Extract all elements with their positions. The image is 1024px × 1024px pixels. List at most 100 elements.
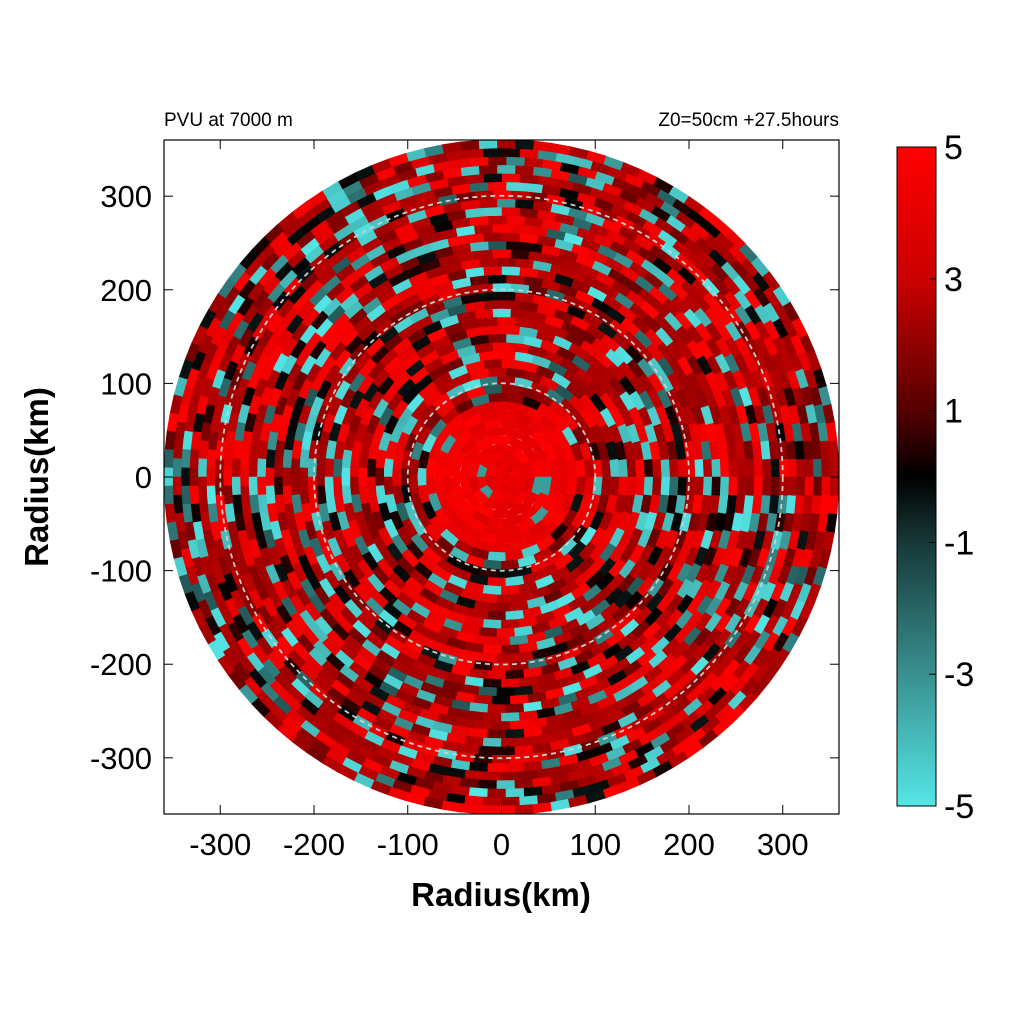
pv-cell-1208 [501,231,521,242]
pv-cell-1127 [487,240,507,250]
pv-cell-594 [332,458,343,478]
pv-cell-746 [677,476,688,496]
pv-cell-1633 [770,476,781,496]
pv-cell-320 [609,476,620,496]
pv-cell-1858 [501,172,521,183]
pv-cell-271 [487,577,507,587]
pv-cell-104 [496,409,516,420]
y-axis-title: Radius(km) [18,387,55,567]
pv-cell-1314 [248,458,258,478]
pv-cell-2324 [164,503,176,524]
pv-cell-653 [323,458,335,478]
pv-cell-2071 [487,156,507,166]
pv-cell-2321 [164,449,174,469]
pv-cell-847 [298,467,308,487]
pv-cell-1731 [779,476,789,496]
pv-cell-623 [660,476,671,496]
pv-cell-683 [668,476,680,496]
pv-cell-1293 [491,223,512,233]
pv-cell-731 [496,653,516,663]
pv-cell-1168 [505,703,525,714]
reference-circle-300 [219,194,784,760]
pv-cell-899 [501,265,521,276]
pv-cell-1493 [231,476,241,496]
pv-field [164,140,839,814]
pv-cell-1732 [787,458,798,478]
pv-cell-2126 [505,788,525,798]
pv-cell-639 [482,299,502,310]
pv-cell-342 [375,467,384,487]
pv-cell-2099 [180,485,191,506]
pv-cell-1706 [473,753,493,765]
reference-circle-100 [406,382,597,572]
pv-cell-780 [307,476,318,496]
pv-cell-1147 [265,467,275,487]
y-tick-label: -300 [90,741,152,776]
pv-cell-1425 [505,728,525,739]
pv-cell-459 [643,458,654,478]
pv-cell-472 [482,324,502,335]
pv-cell-654 [323,476,335,496]
pv-cell-155 [487,392,507,403]
pv-cell-1707 [491,755,512,764]
pv-cell-668 [482,644,502,655]
pv-cell-363 [618,476,629,496]
reference-circle-200 [313,288,690,666]
pv-cell-566 [660,458,671,478]
pv-cell-498 [501,619,521,630]
pv-cell-1106 [719,476,730,496]
pv-cell-375 [491,342,512,351]
pv-cell-1424 [487,729,507,739]
pv-cell-1009 [478,686,498,697]
pv-cell-1167 [487,704,507,714]
pv-cell-2017 [496,780,516,790]
pv-cell-410 [635,458,646,478]
pv-cell-638 [501,299,521,310]
pv-cell-1315 [248,476,258,496]
pv-cell-715 [315,467,325,487]
pv-cell-2379 [829,476,839,496]
pv-cell-881 [694,476,705,496]
pv-cell-1107 [728,458,739,478]
pv-cell-1937 [804,458,815,478]
pv-cell-1781 [205,449,217,469]
pv-cell-1783 [205,485,217,505]
pv-cell-1833 [795,458,806,478]
pv-cell-409 [626,476,637,496]
x-tick-label: 300 [757,827,809,862]
pv-cell-497 [482,619,502,630]
pv-cell-1885 [197,476,208,496]
pv-cell-1682 [214,458,224,478]
pv-cell-1756 [505,181,525,192]
pv-cell-552 [496,627,516,638]
y-axis: 300 200 100 0 -100 -200 -300 [90,179,839,776]
pv-cell-580 [492,308,511,318]
pv-cell-1515 [482,737,502,748]
colorbar-gradient [896,146,937,807]
y-tick-label: 100 [100,366,152,401]
pv-cell-1187 [728,476,739,496]
pv-cell-1067 [273,458,284,478]
colorbar-tick-label: 1 [944,393,963,431]
pv-cell-331 [496,350,516,360]
pv-cell-1048 [491,249,512,259]
pv-cell-1272 [745,458,755,478]
pv-cell-1990 [189,467,199,487]
plot-area [163,139,840,815]
pv-cell-2351 [496,805,516,814]
pv-cell-2320 [164,430,176,451]
pv-cell-1683 [214,476,224,496]
title-right: Z0=50cm +27.5hours [658,110,839,131]
pv-cell-1230 [256,476,267,496]
pv-cell-1832 [787,476,798,496]
pv-cell-1402 [239,467,249,487]
pv-cell-353 [496,594,516,604]
pv-cell-2070 [505,156,525,166]
pv-cell-1782 [206,467,216,487]
pv-cell-1658 [491,190,512,199]
pv-cell-2294 [478,140,498,150]
pv-cell-2349 [459,803,480,814]
pv-cell-699 [496,291,516,301]
y-tick-label: -100 [90,554,152,589]
pv-cell-953 [702,476,713,496]
